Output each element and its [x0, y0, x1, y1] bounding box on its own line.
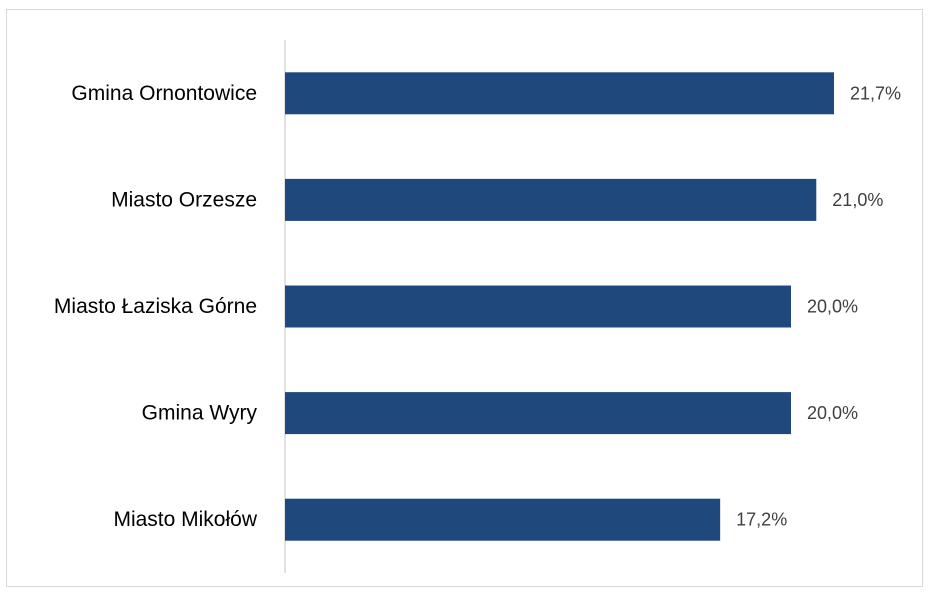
bar-2 [285, 285, 791, 328]
bar-4 [285, 498, 721, 541]
bars-layer [285, 72, 835, 541]
labels-layer: Gmina Ornontowice 21,7% Miasto Orzesze 21,0… [54, 82, 901, 531]
category-label-2: Miasto Łaziska Górne [54, 295, 257, 318]
value-label-1: 21,0% [832, 190, 883, 210]
category-label-1: Miasto Orzesze [111, 188, 257, 211]
value-label-3: 20,0% [807, 403, 858, 423]
value-label-4: 17,2% [736, 510, 787, 530]
value-label-0: 21,7% [850, 83, 901, 103]
category-label-3: Gmina Wyry [142, 402, 258, 425]
bar-3 [285, 392, 791, 435]
bar-1 [285, 178, 817, 221]
value-label-2: 20,0% [807, 297, 858, 317]
category-label-4: Miasto Mikołów [113, 508, 257, 531]
bar-0 [285, 72, 835, 115]
category-label-0: Gmina Ornontowice [71, 82, 257, 105]
